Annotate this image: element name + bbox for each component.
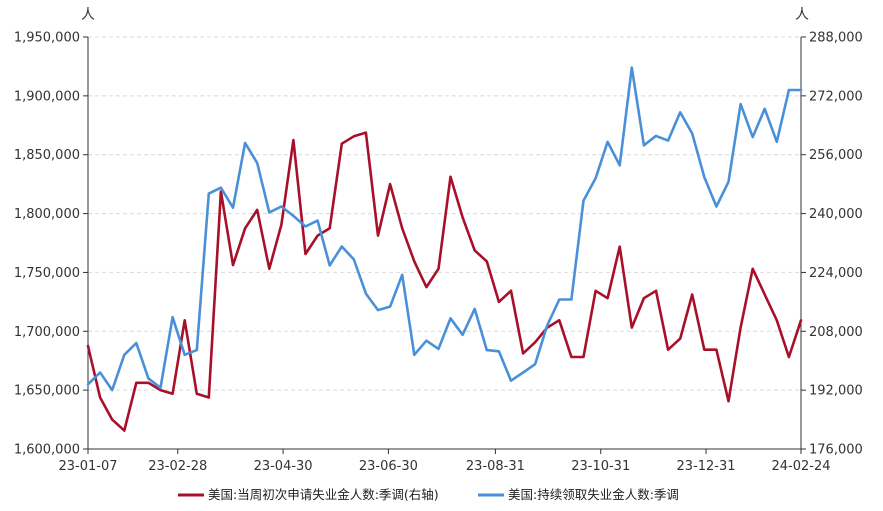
left-tick-label: 1,950,000 <box>14 31 80 46</box>
right-axis-ticks: 288,000 272,000 256,000 240,000 224,000 208,0… <box>801 31 863 458</box>
axes <box>87 37 802 450</box>
left-tick-label: 1,750,000 <box>14 266 80 281</box>
left-tick-label: 1,850,000 <box>14 148 80 163</box>
left-axis-ticks: 1,950,000 1,900,000 1,850,000 1,800,000 1,75… <box>14 31 88 458</box>
x-tick-label: 23-04-30 <box>254 459 313 474</box>
right-tick-label: 272,000 <box>809 89 863 104</box>
left-tick-label: 1,650,000 <box>14 384 80 399</box>
right-tick-label: 240,000 <box>809 207 863 222</box>
x-tick-label: 23-12-31 <box>677 459 736 474</box>
right-tick-label: 288,000 <box>809 31 863 46</box>
right-tick-label: 192,000 <box>809 384 863 399</box>
series-line-continuing-claims <box>86 66 803 392</box>
right-tick-label: 256,000 <box>809 148 863 163</box>
x-tick-label: 23-02-28 <box>148 459 207 474</box>
left-tick-label: 1,800,000 <box>14 207 80 222</box>
legend-label-continuing-claims: 美国:持续领取失业金人数:季调 <box>508 487 679 502</box>
x-tick-label: 24-02-24 <box>771 459 830 474</box>
right-tick-label: 208,000 <box>809 325 863 340</box>
left-axis-unit: 人 <box>81 7 95 23</box>
left-tick-label: 1,900,000 <box>14 89 80 104</box>
series-line-initial-claims <box>86 131 803 432</box>
right-tick-label: 176,000 <box>809 443 863 458</box>
right-tick-label: 224,000 <box>809 266 863 281</box>
x-tick-label: 23-10-31 <box>571 459 630 474</box>
legend: 美国:当周初次申请失业金人数:季调(右轴) 美国:持续领取失业金人数:季调 <box>178 487 679 502</box>
left-tick-label: 1,600,000 <box>14 443 80 458</box>
x-tick-label: 23-08-31 <box>466 459 525 474</box>
legend-label-initial-claims: 美国:当周初次申请失业金人数:季调(右轴) <box>208 487 439 502</box>
left-tick-label: 1,700,000 <box>14 325 80 340</box>
right-axis-unit: 人 <box>795 7 809 23</box>
series-lines <box>86 66 803 432</box>
x-tick-label: 23-06-30 <box>359 459 418 474</box>
x-axis-ticks: 23-01-07 23-02-28 23-04-30 23-06-30 23-08-31… <box>58 449 831 474</box>
x-tick-label: 23-01-07 <box>58 459 117 474</box>
